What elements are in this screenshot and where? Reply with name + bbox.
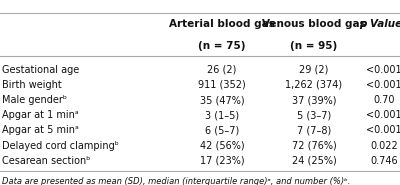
Text: 3 (1–5): 3 (1–5): [205, 110, 239, 120]
Text: 6 (5–7): 6 (5–7): [205, 125, 239, 135]
Text: 35 (47%): 35 (47%): [200, 95, 244, 105]
Text: 72 (76%): 72 (76%): [292, 141, 336, 151]
Text: 7 (7–8): 7 (7–8): [297, 125, 331, 135]
Text: Venous blood gas: Venous blood gas: [262, 19, 366, 29]
Text: Delayed cord clampingᵇ: Delayed cord clampingᵇ: [2, 141, 119, 151]
Text: 0.70: 0.70: [373, 95, 395, 105]
Text: <0.001: <0.001: [366, 125, 400, 135]
Text: <0.001: <0.001: [366, 65, 400, 75]
Text: 911 (352): 911 (352): [198, 80, 246, 90]
Text: (n = 95): (n = 95): [290, 41, 338, 51]
Text: Data are presented as mean (SD), median (interquartile range)ᵃ, and number (%)ᵇ.: Data are presented as mean (SD), median …: [2, 177, 350, 185]
Text: 26 (2): 26 (2): [207, 65, 237, 75]
Text: Apgar at 1 minᵃ: Apgar at 1 minᵃ: [2, 110, 79, 120]
Text: Arterial blood gas: Arterial blood gas: [169, 19, 275, 29]
Text: (n = 75): (n = 75): [198, 41, 246, 51]
Text: 17 (23%): 17 (23%): [200, 156, 244, 166]
Text: 0.746: 0.746: [370, 156, 398, 166]
Text: 5 (3–7): 5 (3–7): [297, 110, 331, 120]
Text: 42 (56%): 42 (56%): [200, 141, 244, 151]
Text: <0.001: <0.001: [366, 110, 400, 120]
Text: 29 (2): 29 (2): [299, 65, 329, 75]
Text: Cesarean sectionᵇ: Cesarean sectionᵇ: [2, 156, 90, 166]
Text: Gestational age: Gestational age: [2, 65, 79, 75]
Text: p Values: p Values: [359, 19, 400, 29]
Text: Male genderᵇ: Male genderᵇ: [2, 95, 67, 105]
Text: 0.022: 0.022: [370, 141, 398, 151]
Text: 37 (39%): 37 (39%): [292, 95, 336, 105]
Text: Birth weight: Birth weight: [2, 80, 62, 90]
Text: 24 (25%): 24 (25%): [292, 156, 336, 166]
Text: <0.001: <0.001: [366, 80, 400, 90]
Text: Apgar at 5 minᵃ: Apgar at 5 minᵃ: [2, 125, 79, 135]
Text: 1,262 (374): 1,262 (374): [286, 80, 342, 90]
